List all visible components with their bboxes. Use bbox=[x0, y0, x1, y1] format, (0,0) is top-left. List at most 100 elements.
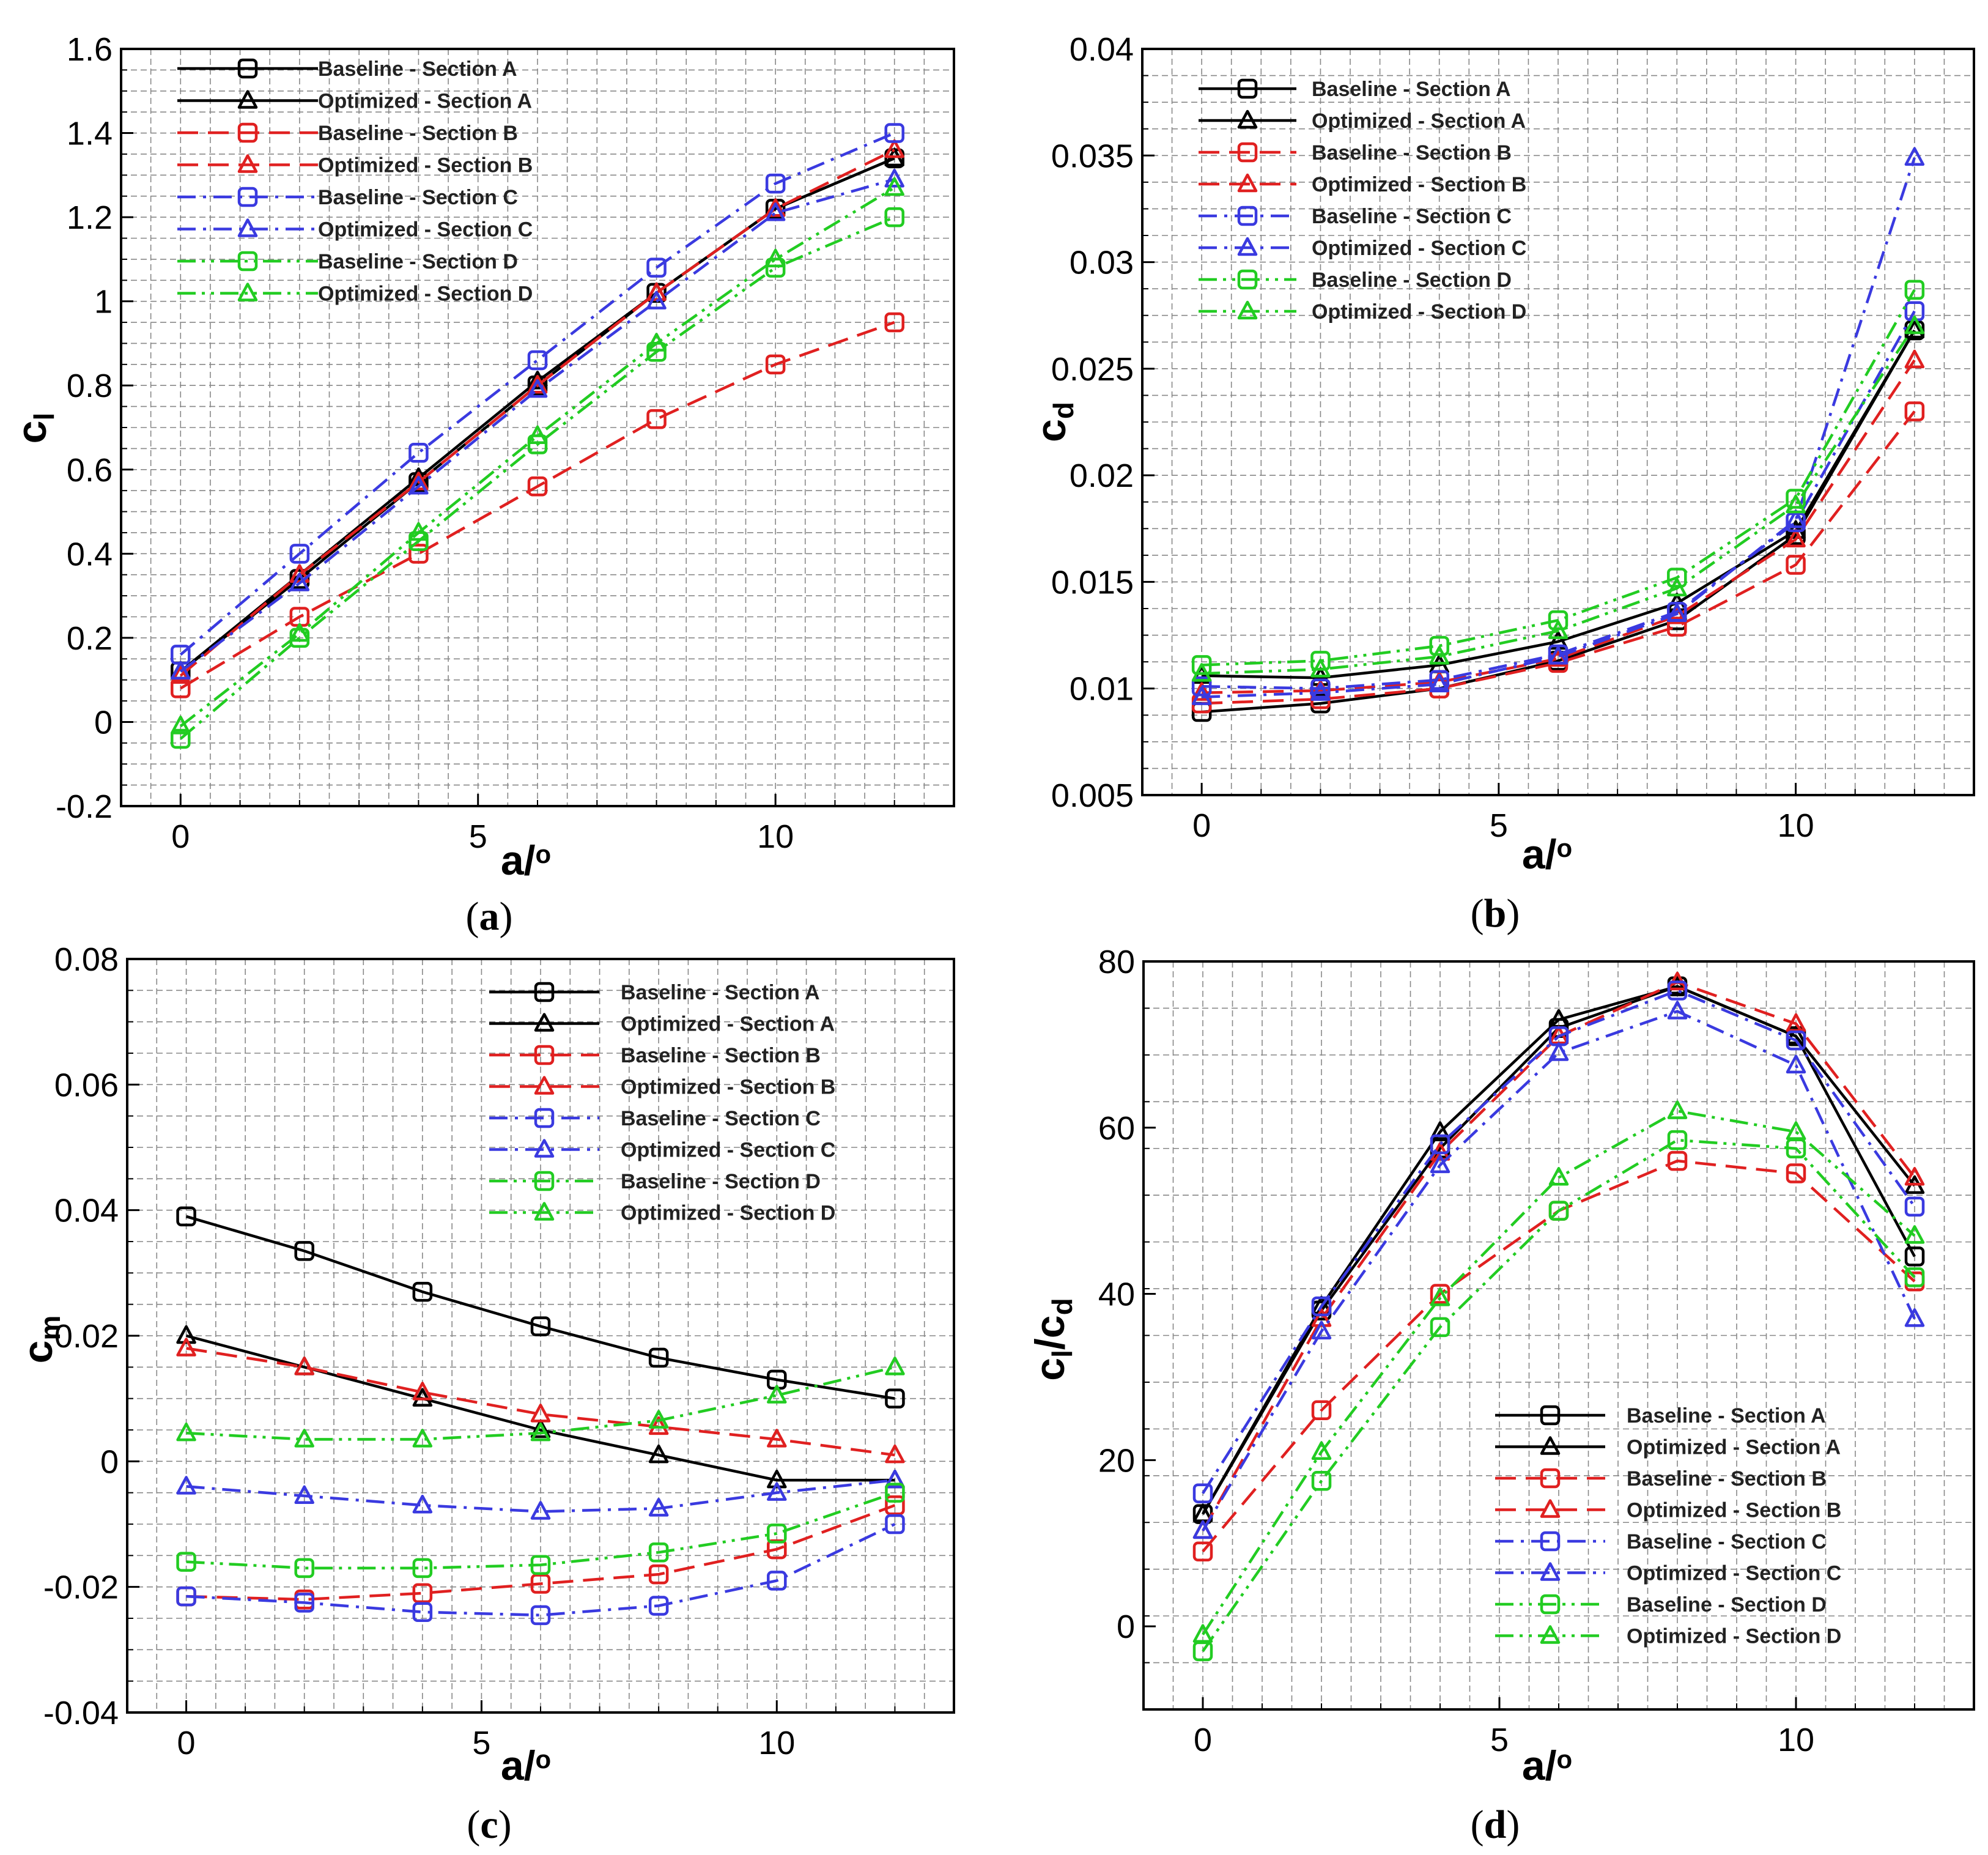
legend-marker bbox=[237, 187, 258, 207]
legend-marker bbox=[1540, 1562, 1561, 1581]
data-point bbox=[1786, 528, 1806, 547]
legend-marker bbox=[534, 1108, 555, 1128]
legend-marker bbox=[1237, 300, 1258, 320]
legend-marker bbox=[237, 154, 258, 173]
data-point bbox=[767, 1571, 787, 1591]
x-tick-label: 10 bbox=[1778, 1722, 1814, 1758]
data-point bbox=[765, 248, 786, 268]
legend: Baseline - Section A Optimized - Section … bbox=[1495, 1404, 1841, 1648]
series-line bbox=[1202, 289, 1916, 667]
data-point bbox=[294, 1241, 314, 1261]
data-point bbox=[1904, 401, 1925, 421]
legend-label: Optimized - Section D bbox=[1312, 300, 1526, 324]
y-tick-label: 40 bbox=[1098, 1276, 1135, 1313]
legend-item: Baseline - Section D bbox=[1199, 268, 1512, 292]
x-axis-title: a/o bbox=[501, 837, 551, 884]
legend-item: Optimized - Section D bbox=[1199, 300, 1526, 324]
grid bbox=[127, 959, 954, 1712]
data-point bbox=[1430, 1284, 1450, 1304]
legend-label: Baseline - Section B bbox=[621, 1044, 821, 1067]
x-tick-label: 10 bbox=[758, 1725, 795, 1761]
data-point bbox=[412, 1281, 433, 1302]
legend-label: Baseline - Section C bbox=[318, 186, 518, 209]
legend-marker bbox=[1237, 78, 1258, 99]
data-point bbox=[1191, 676, 1212, 697]
data-point bbox=[1429, 673, 1449, 692]
legend-item: Optimized - Section B bbox=[1199, 173, 1526, 196]
data-point bbox=[1430, 1154, 1450, 1174]
legend: Baseline - Section A Optimized - Section … bbox=[177, 57, 533, 306]
series-line bbox=[1202, 157, 1916, 698]
legend-label: Optimized - Section B bbox=[621, 1076, 835, 1099]
data-point bbox=[412, 1382, 433, 1401]
series-line bbox=[1202, 1109, 1916, 1635]
panel-caption: (d) bbox=[1471, 1802, 1520, 1847]
data-point bbox=[884, 139, 904, 158]
legend-item: Baseline - Section C bbox=[1495, 1530, 1827, 1553]
data-point bbox=[1786, 509, 1806, 528]
data-point bbox=[1786, 494, 1806, 514]
y-tick-label: 0.02 bbox=[1070, 457, 1134, 494]
x-tick-label: 10 bbox=[757, 818, 794, 855]
data-point bbox=[1904, 1167, 1925, 1186]
data-point bbox=[1192, 1624, 1213, 1643]
data-point bbox=[1786, 1054, 1806, 1074]
series-optimized-section-c bbox=[1192, 1001, 1925, 1539]
series-line bbox=[185, 1215, 895, 1400]
data-point bbox=[1667, 603, 1687, 622]
data-point bbox=[1667, 568, 1687, 588]
y-tick-label: 0.4 bbox=[67, 536, 113, 572]
data-point bbox=[884, 123, 904, 143]
x-tick-label: 0 bbox=[177, 1725, 196, 1761]
data-point bbox=[1311, 1295, 1332, 1315]
data-point bbox=[648, 1410, 669, 1429]
data-point bbox=[1904, 1246, 1925, 1267]
series-line bbox=[1202, 310, 1916, 690]
data-point bbox=[1667, 577, 1687, 597]
series-line bbox=[186, 1366, 895, 1441]
legend-label: Baseline - Section A bbox=[1312, 78, 1511, 101]
data-point bbox=[1430, 1317, 1450, 1338]
y-tick-label: 1.4 bbox=[67, 116, 113, 152]
data-point bbox=[1904, 315, 1925, 335]
legend-item: Baseline - Section C bbox=[1199, 205, 1512, 228]
data-point bbox=[1904, 1267, 1925, 1287]
legend-label: Baseline - Section C bbox=[1312, 205, 1512, 228]
data-point bbox=[530, 1316, 551, 1336]
data-point bbox=[171, 716, 191, 735]
y-tick-label: 0.005 bbox=[1051, 777, 1134, 814]
legend-item: Optimized - Section D bbox=[177, 283, 533, 306]
legend-marker bbox=[534, 1171, 555, 1191]
data-point bbox=[1904, 1196, 1925, 1217]
series-line bbox=[179, 131, 895, 656]
data-point bbox=[1192, 1520, 1213, 1539]
series-optimized-section-c bbox=[1191, 147, 1925, 705]
data-point bbox=[648, 1542, 669, 1563]
data-point bbox=[1786, 555, 1806, 575]
data-point bbox=[1904, 280, 1925, 300]
series-line bbox=[1202, 325, 1916, 675]
data-point bbox=[1310, 678, 1331, 698]
data-point bbox=[408, 472, 429, 491]
data-point bbox=[171, 665, 191, 684]
data-point bbox=[885, 1469, 905, 1489]
data-point bbox=[412, 1558, 433, 1579]
data-point bbox=[1310, 682, 1331, 701]
y-tick-label: 1 bbox=[94, 284, 113, 320]
legend-item: Baseline - Section B bbox=[1199, 141, 1512, 165]
data-point bbox=[176, 1476, 196, 1495]
series-line bbox=[180, 320, 895, 690]
legend-item: Optimized - Section B bbox=[177, 154, 533, 177]
data-point bbox=[1786, 1026, 1806, 1045]
y-axis-title: cm bbox=[15, 1316, 66, 1364]
series-optimized-section-d bbox=[176, 1357, 905, 1448]
series-line bbox=[1202, 410, 1916, 705]
series-baseline-section-c bbox=[176, 1514, 905, 1626]
y-tick-label: 0.04 bbox=[54, 1193, 119, 1229]
data-point bbox=[527, 350, 548, 371]
legend-marker bbox=[1237, 173, 1258, 193]
series-line bbox=[186, 1522, 896, 1617]
data-point bbox=[412, 1388, 433, 1407]
y-tick-label: 0.01 bbox=[1070, 671, 1134, 708]
legend-label: Optimized - Section D bbox=[1627, 1625, 1841, 1648]
